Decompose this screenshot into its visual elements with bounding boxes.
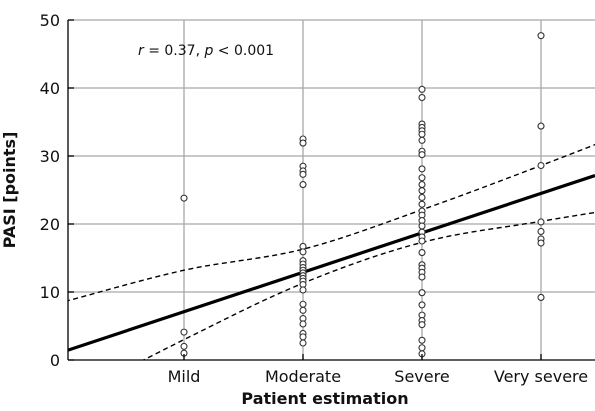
data-point [180, 194, 188, 202]
y-ticks: 0 10 20 30 40 50 [40, 11, 74, 370]
data-point [418, 336, 426, 344]
data-point [299, 286, 307, 294]
y-tick-label: 40 [40, 79, 60, 98]
data-point [299, 170, 307, 178]
data-point [537, 122, 545, 130]
data-point [418, 181, 426, 189]
x-tick-label: Very severe [494, 367, 588, 386]
data-point [418, 200, 426, 208]
y-axis-title: PASI [points] [0, 132, 19, 249]
x-tick-label: Mild [168, 367, 201, 386]
data-points [180, 32, 545, 358]
data-point [537, 161, 545, 170]
data-point [180, 342, 188, 350]
p-symbol: p [203, 43, 213, 59]
data-point [299, 248, 307, 256]
y-tick-label: 10 [40, 283, 60, 302]
data-point [418, 93, 426, 102]
x-tick-label: Moderate [265, 367, 341, 386]
data-point [537, 227, 545, 236]
data-point [418, 136, 426, 144]
data-point [299, 339, 307, 347]
correlation-annotation: r = 0.37, p < 0.001 [138, 43, 274, 59]
x-axis-title: Patient estimation [241, 389, 408, 408]
data-point [299, 181, 307, 189]
data-point [418, 187, 426, 195]
y-tick-label: 20 [40, 215, 60, 234]
data-point [418, 237, 426, 245]
data-point [418, 321, 426, 329]
y-tick-label: 50 [40, 11, 60, 30]
y-tick-label: 30 [40, 147, 60, 166]
x-tick-label: Severe [394, 367, 449, 386]
data-point [299, 333, 307, 341]
data-point [418, 301, 426, 309]
data-point [299, 139, 307, 147]
data-point [299, 320, 307, 328]
data-point [537, 239, 545, 247]
data-point [418, 85, 426, 93]
data-point [537, 293, 545, 301]
data-point [418, 193, 426, 202]
data-point [299, 300, 307, 308]
data-point [418, 222, 426, 230]
r-symbol: r [138, 43, 145, 59]
data-point [299, 306, 307, 314]
data-point [418, 174, 426, 182]
data-point [418, 165, 426, 173]
ci-lower [142, 211, 595, 360]
r-value: = 0.37, [144, 43, 205, 59]
data-point [418, 289, 426, 297]
axes [67, 20, 595, 361]
grid [68, 19, 595, 360]
data-point [418, 130, 426, 138]
data-point [418, 249, 426, 257]
data-point [537, 218, 545, 226]
regression-line [68, 173, 595, 352]
data-point [180, 328, 188, 336]
regression [68, 173, 595, 352]
data-point [537, 32, 545, 40]
confidence-band [68, 143, 595, 360]
p-value: < 0.001 [213, 43, 274, 59]
data-point [418, 273, 426, 281]
y-tick-label: 0 [50, 351, 60, 370]
x-ticks: Mild Moderate Severe Very severe [168, 354, 588, 386]
data-point [418, 151, 426, 159]
ci-upper [68, 143, 595, 302]
data-point [418, 344, 426, 352]
